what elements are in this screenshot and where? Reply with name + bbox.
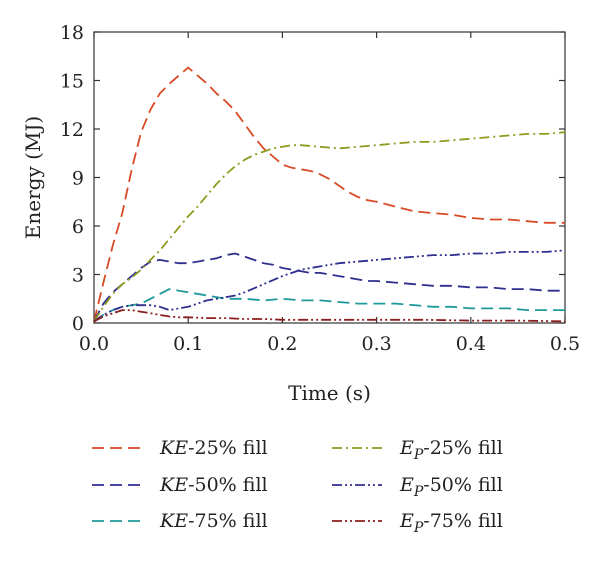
axes: 0.0 0.1 0.2 0.3 0.4 0.5 0 3 6 9 12 15 18: [60, 22, 580, 355]
series-line-6: [93, 309, 566, 323]
plot-frame: [93, 31, 566, 324]
x-tick-label: 0.4: [456, 333, 486, 355]
legend-label-3: KE-75% fill: [159, 510, 268, 532]
x-tick-label: 0.1: [173, 333, 203, 355]
x-tick-label: 0.5: [550, 333, 580, 355]
y-tick-label: 12: [60, 119, 84, 141]
legend-label-2: KE-50% fill: [159, 474, 268, 496]
series-line-3: [93, 288, 565, 323]
legend-label-5: EP-50% fill: [399, 474, 503, 500]
legend-label-1: KE-25% fill: [159, 437, 268, 459]
y-tick-label: 6: [72, 216, 84, 238]
y-tick-label: 18: [60, 22, 84, 44]
legend-label-6: EP-75% fill: [399, 510, 503, 536]
y-tick-label: 15: [60, 71, 84, 93]
y-tick-label: 9: [72, 168, 84, 190]
x-tick-label: 0.2: [267, 333, 297, 355]
series-line-4: [93, 131, 566, 322]
series-line-1: [93, 66, 565, 322]
y-axis-label: Energy (MJ): [21, 116, 45, 239]
x-axis-label: Time (s): [288, 381, 371, 405]
y-tick-label: 0: [72, 313, 84, 335]
y-tick-label: 3: [72, 265, 84, 287]
x-tick-label: 0.0: [79, 333, 109, 355]
series-line-5: [93, 249, 566, 323]
legend-label-4: EP-25% fill: [399, 437, 503, 463]
x-tick-label: 0.3: [361, 333, 391, 355]
series-lines: [93, 66, 566, 323]
series-line-2: [93, 252, 565, 322]
legend: KE-25% fill KE-50% fill KE-75% fill EP-25% …: [92, 437, 503, 536]
